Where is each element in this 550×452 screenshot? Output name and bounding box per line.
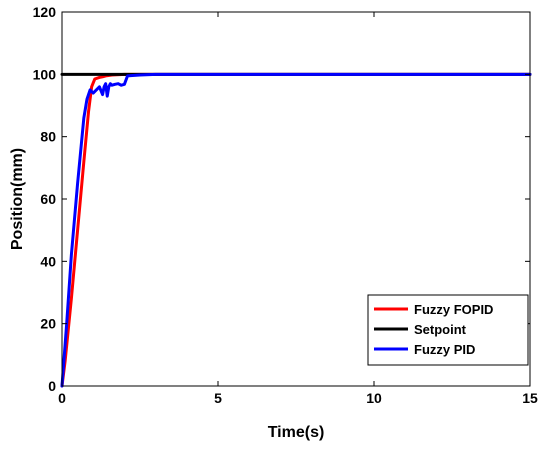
series-line-fuzzy-pid	[60, 72, 532, 388]
legend: Fuzzy FOPID Setpoint Fuzzy PID	[367, 294, 529, 366]
legend-label: Fuzzy FOPID	[414, 302, 493, 317]
y-tick-label: 100	[33, 66, 57, 82]
y-tick-label: 40	[40, 253, 56, 269]
x-tick-label: 15	[522, 390, 538, 406]
x-axis-label: Time(s)	[268, 424, 325, 441]
y-tick-label: 120	[33, 4, 57, 20]
y-tick-label: 60	[40, 191, 56, 207]
y-tick-label: 0	[48, 378, 56, 394]
y-axis-label: Position(mm)	[9, 148, 26, 250]
x-tick-label: 0	[58, 390, 66, 406]
legend-label: Setpoint	[414, 322, 467, 337]
y-tick-label: 80	[40, 129, 56, 145]
x-tick-label: 5	[214, 390, 222, 406]
x-tick-label: 10	[366, 390, 382, 406]
y-tick-label: 20	[40, 316, 56, 332]
legend-label: Fuzzy PID	[414, 342, 475, 357]
